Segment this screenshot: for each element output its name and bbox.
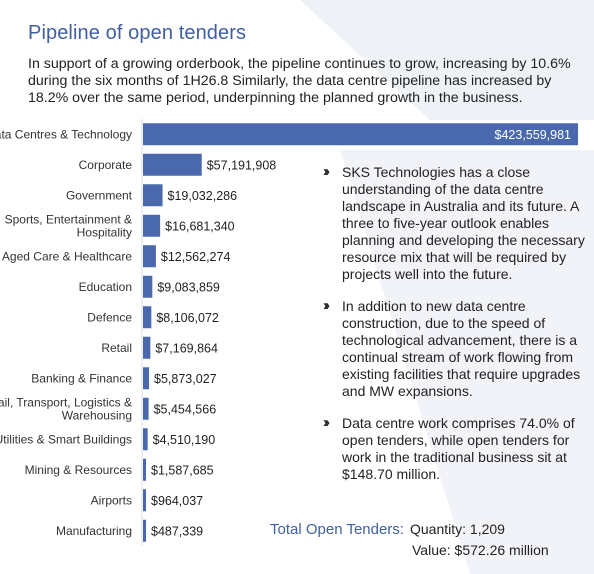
bar bbox=[143, 397, 149, 420]
category-label: Data Centres & Technology bbox=[0, 127, 132, 141]
bar bbox=[143, 123, 578, 146]
category-label: Mining & Resources bbox=[25, 463, 132, 477]
value-label: $12,562,274 bbox=[161, 250, 231, 264]
bar bbox=[143, 428, 148, 451]
page-title: Pipeline of open tenders bbox=[28, 22, 247, 44]
bar bbox=[143, 519, 146, 542]
category-label: Retail bbox=[101, 341, 132, 355]
bar bbox=[143, 275, 153, 298]
value-label: $57,191,908 bbox=[207, 158, 277, 172]
background-shape-top bbox=[300, 0, 594, 120]
value-label: $16,681,340 bbox=[165, 219, 235, 233]
category-label: Sports, Entertainment & Hospitality bbox=[5, 212, 132, 239]
bar bbox=[143, 367, 150, 390]
value-label: $487,339 bbox=[151, 524, 203, 538]
bar bbox=[143, 153, 202, 176]
value-label: $8,106,072 bbox=[156, 311, 219, 325]
bar bbox=[143, 214, 161, 237]
bullet-text: SKS Technologies has a close understandi… bbox=[342, 164, 585, 282]
totals-block: Total Open Tenders: Quantity: 1,209 Value… bbox=[270, 521, 549, 558]
bar bbox=[143, 245, 156, 268]
bar bbox=[143, 489, 146, 512]
value-label: $1,587,685 bbox=[151, 463, 214, 477]
bullet-text: Data centre work comprises 74.0% of open… bbox=[342, 415, 575, 482]
category-label: Government bbox=[66, 188, 133, 202]
intro-paragraph: In support of a growing orderbook, the p… bbox=[28, 56, 571, 106]
category-label: Manufacturing bbox=[56, 524, 132, 538]
value-label: $7,169,864 bbox=[155, 341, 218, 355]
category-label: Airports bbox=[91, 493, 132, 507]
value-label: $9,083,859 bbox=[157, 280, 220, 294]
category-label: Aged Care & Healthcare bbox=[2, 249, 132, 263]
category-label: Defence bbox=[87, 310, 132, 324]
value-label: $423,559,981 bbox=[495, 128, 572, 142]
background-shape-right bbox=[340, 150, 594, 574]
value-label: $4,510,190 bbox=[153, 433, 216, 447]
totals-value: Value: $572.26 million bbox=[412, 542, 549, 558]
totals-label: Total Open Tenders: bbox=[270, 521, 404, 538]
bullet-text: In addition to new data centre construct… bbox=[342, 298, 581, 399]
bar bbox=[143, 306, 152, 329]
value-label: $5,873,027 bbox=[154, 372, 217, 386]
category-label: Utilities & Smart Buildings bbox=[0, 432, 132, 446]
bullet-list: ›› SKS Technologies has a close understan… bbox=[322, 163, 588, 498]
double-chevron-right-icon: ›› bbox=[323, 297, 330, 314]
category-label: Education bbox=[79, 280, 132, 294]
bullet-item: ›› SKS Technologies has a close understan… bbox=[322, 163, 588, 283]
bar bbox=[143, 184, 163, 207]
bar bbox=[143, 458, 146, 481]
value-label: $19,032,286 bbox=[168, 189, 238, 203]
totals-quantity: Quantity: 1,209 bbox=[409, 521, 505, 537]
bullet-item: ›› In addition to new data centre constru… bbox=[322, 297, 588, 400]
category-label: Corporate bbox=[79, 158, 133, 172]
category-label: Banking & Finance bbox=[31, 371, 132, 385]
value-label: $5,454,566 bbox=[154, 402, 217, 416]
double-chevron-right-icon: ›› bbox=[323, 163, 330, 180]
bullet-item: ›› Data centre work comprises 74.0% of op… bbox=[322, 414, 588, 483]
value-label: $964,037 bbox=[151, 494, 203, 508]
double-chevron-right-icon: ›› bbox=[323, 414, 330, 431]
category-label: Rail, Transport, Logistics & Warehousing bbox=[0, 395, 132, 422]
bar bbox=[143, 336, 151, 359]
